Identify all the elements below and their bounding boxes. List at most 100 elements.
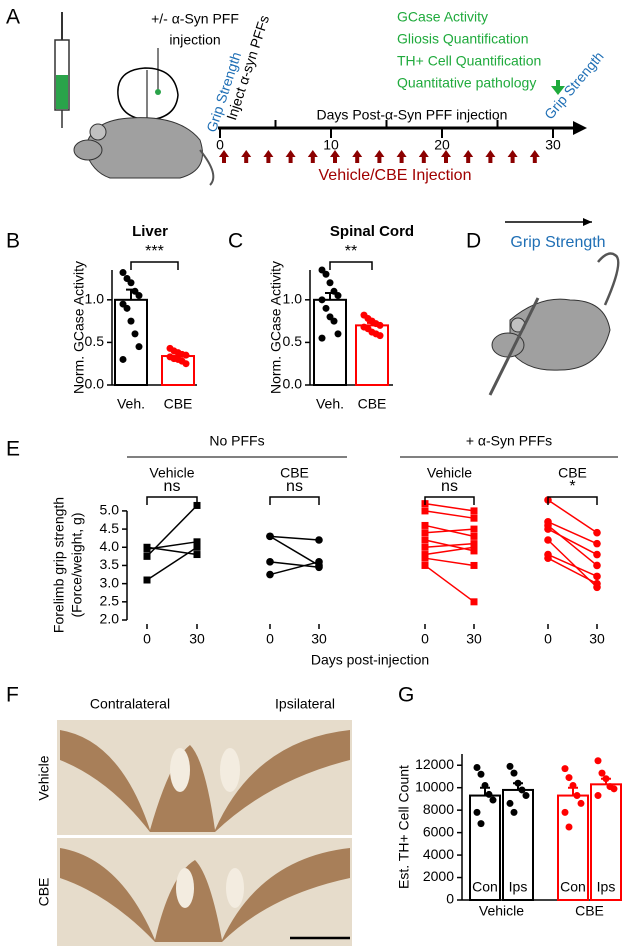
data-point: [602, 775, 610, 783]
data-point: [376, 332, 384, 340]
y-tick-label: 3.0: [100, 574, 120, 590]
y-tick-label: 8000: [423, 801, 454, 817]
pair-line: [269, 535, 320, 567]
syringe: [54, 12, 70, 128]
data-point: [182, 351, 190, 359]
data-point: [561, 765, 569, 773]
injection-arrow: [352, 150, 363, 163]
y-tick-label: 2.0: [100, 611, 120, 627]
data-point: [489, 796, 497, 804]
timeline-tick-label: 20: [434, 137, 450, 153]
data-point: [421, 529, 429, 537]
category-label: Con: [560, 879, 586, 895]
y-tick-label: 5.0: [100, 502, 120, 518]
data-point: [127, 279, 135, 287]
panel-label: C: [228, 230, 243, 253]
data-point: [477, 770, 485, 778]
y-tick-label: 2.5: [100, 593, 120, 609]
bar: [313, 298, 347, 387]
data-point: [266, 570, 274, 579]
data-point: [318, 296, 326, 304]
panel-label: B: [6, 230, 20, 253]
category-label: Ips: [597, 879, 616, 895]
y-axis-label: (Force/weight, g): [69, 512, 85, 617]
y-axis-label: Est. TH+ Cell Count: [396, 765, 412, 889]
data-point: [135, 343, 143, 351]
data-point: [315, 563, 323, 572]
injection-arrow: [529, 150, 540, 163]
significance-label: ns: [164, 478, 181, 495]
injection-arrow: [285, 150, 296, 163]
significance-bracket: [146, 496, 198, 505]
data-point: [593, 539, 601, 548]
data-point: [322, 304, 330, 312]
category-label: CBE: [164, 396, 193, 412]
data-point: [610, 785, 618, 793]
significance-label: *: [569, 478, 575, 495]
panel-label: A: [6, 6, 20, 29]
pair-line: [146, 541, 198, 550]
chart-title: Vehicle: [149, 465, 194, 481]
injection-arrow: [374, 150, 385, 163]
data-point: [593, 572, 601, 581]
group-label: Vehicle: [479, 903, 524, 919]
data-point: [334, 330, 342, 338]
x-tick-label: 30: [589, 631, 605, 647]
y-tick-label: 4.5: [100, 520, 120, 536]
y-tick-label: 0.5: [283, 333, 303, 349]
data-point: [510, 769, 518, 777]
timeline-tick-label: 0: [216, 137, 224, 153]
injection-label: +/- α-Syn PFF: [151, 11, 239, 27]
pair-line: [547, 499, 598, 534]
column-label: Contralateral: [90, 696, 170, 712]
pair-line: [269, 535, 320, 541]
data-point: [193, 543, 201, 551]
injection-arrow: [241, 150, 252, 163]
x-tick-label: 0: [143, 631, 151, 647]
y-axis-label: Norm. GCase Activity: [71, 261, 87, 394]
data-point: [510, 808, 518, 816]
data-point: [315, 558, 323, 566]
data-point: [544, 536, 552, 544]
x-tick-label: 30: [466, 631, 482, 647]
injection-arrow: [485, 150, 496, 163]
data-point: [481, 781, 489, 789]
significance-label: ***: [145, 243, 164, 260]
injection-arrow: [396, 150, 407, 163]
row-label: Vehicle: [36, 755, 52, 800]
y-tick-label: 1.0: [283, 291, 303, 307]
data-point: [193, 538, 201, 546]
pair-line: [424, 528, 475, 534]
data-point: [182, 360, 190, 368]
y-tick-label: 2000: [423, 868, 454, 884]
pair-line: [424, 502, 475, 512]
data-point: [593, 579, 601, 588]
category-label: Ips: [509, 879, 528, 895]
data-point: [266, 558, 274, 566]
y-tick-label: 0.0: [85, 376, 105, 392]
data-point: [522, 792, 530, 800]
data-point: [143, 552, 151, 560]
significance-bracket: [547, 496, 598, 505]
data-point: [506, 799, 514, 807]
data-point: [376, 321, 384, 329]
data-point: [593, 528, 601, 537]
injection-arrow: [507, 150, 518, 163]
data-point: [577, 799, 585, 807]
pair-line: [424, 510, 475, 519]
x-tick-label: 30: [311, 631, 327, 647]
panel-label: G: [398, 684, 414, 707]
y-tick-label: 0.0: [283, 376, 303, 392]
significance-bracket: [424, 496, 475, 505]
data-point: [143, 545, 151, 553]
timeline-arrowhead: [573, 121, 587, 135]
data-point: [421, 543, 429, 551]
data-point: [131, 330, 139, 338]
brain-slice: [117, 48, 179, 121]
data-point: [318, 334, 326, 342]
y-tick-label: 1.0: [85, 291, 105, 307]
data-point: [470, 561, 478, 569]
y-tick-label: 4000: [423, 846, 454, 862]
significance-label: **: [345, 243, 357, 260]
